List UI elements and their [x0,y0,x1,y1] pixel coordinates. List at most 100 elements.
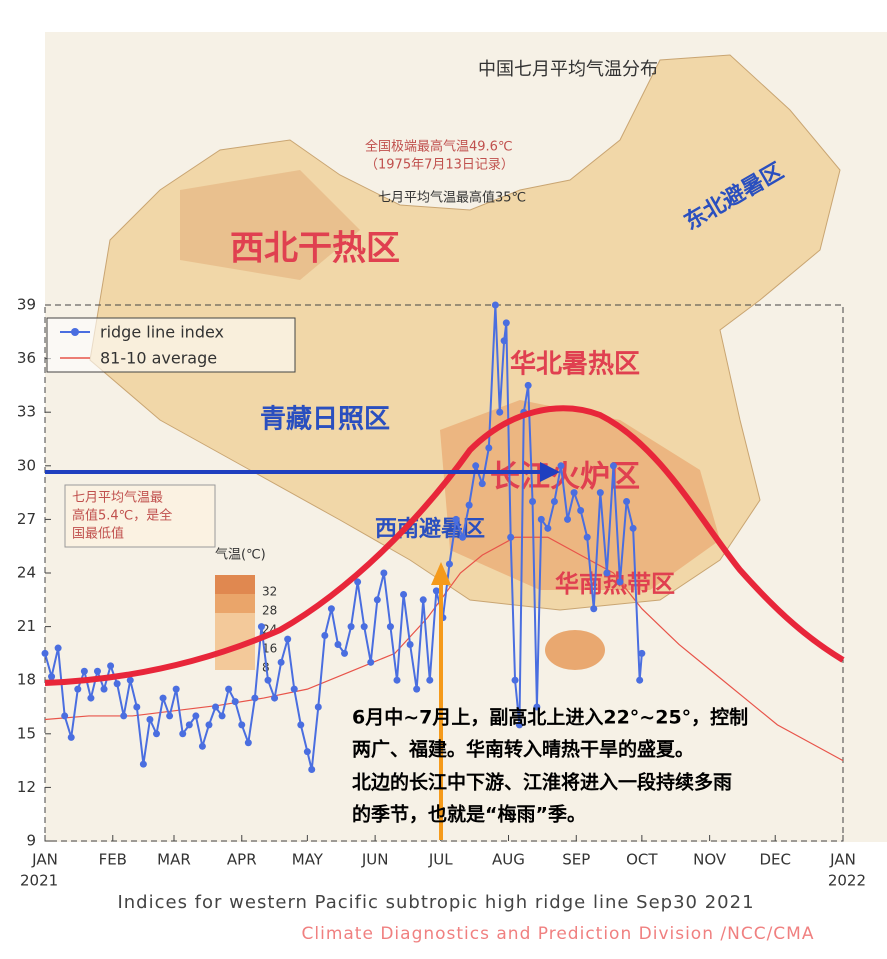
temp-legend [215,575,255,594]
data-point [146,716,154,724]
map-note: 七月平均气温最 [72,490,163,506]
data-point [334,640,342,648]
data-point [113,680,121,688]
y-tick-label: 36 [17,349,36,367]
x-tick-label: NOV [693,851,727,869]
map-note: （1975年7月13日记录） [365,158,514,173]
data-point [502,319,510,327]
y-tick-label: 33 [17,403,36,421]
data-point [271,694,279,702]
data-point [192,712,200,720]
annotation: 的季节，也就是“梅雨”季。 [352,803,586,826]
data-point [61,712,69,720]
y-tick-label: 9 [26,832,36,850]
y-tick-label: 30 [17,456,36,474]
data-point [360,623,368,631]
x-tick-label: JAN [829,851,856,869]
x-year-label: 2022 [828,872,866,890]
data-point [507,533,515,541]
data-point [284,635,292,643]
data-point [251,694,259,702]
arrow-head [540,462,560,482]
data-point [218,712,226,720]
data-point [590,605,598,613]
annotation: 6月中~7月上，副高北上进入22°~25°，控制 [352,706,748,729]
data-point [54,644,62,652]
island [545,630,605,670]
y-tick-label: 18 [17,671,36,689]
y-tick-label: 15 [17,724,36,742]
map-note: 七月平均气温最高值35℃ [378,190,526,206]
data-point [205,721,213,729]
data-point [524,381,532,389]
data-point [577,506,585,514]
data-point [426,676,434,684]
temp-legend-label: 32 [262,585,277,599]
data-point [100,685,108,693]
data-point [290,685,298,693]
data-point [198,742,206,750]
map-note: 高值5.4℃，是全 [72,508,172,524]
data-point [623,498,631,506]
data-point [596,489,604,497]
data-point [354,578,362,586]
data-point [321,632,329,640]
region-label: 青藏日照区 [260,405,390,435]
x-tick-label: OCT [626,851,658,869]
y-tick-label: 27 [17,510,36,528]
data-point [87,694,95,702]
y-tick-label: 12 [17,778,36,796]
data-point [445,560,453,568]
note-box [64,484,216,548]
data-point [341,649,349,657]
data-point [264,676,272,684]
legend-label: 81-10 average [100,349,217,368]
data-point [179,730,187,738]
chart-subtitle: Climate Diagnostics and Prediction Divis… [302,924,815,944]
data-point [185,721,193,729]
data-point [297,721,305,729]
x-tick-label: SEP [562,851,590,869]
data-point [636,676,644,684]
y-tick-label: 39 [17,296,36,314]
temp-legend-title: 气温(℃) [215,547,266,563]
data-point [373,596,381,604]
region-label: 西南避暑区 [375,516,485,542]
data-point [380,569,388,577]
chart-title: Indices for western Pacific subtropic hi… [117,892,754,913]
data-point [80,667,88,675]
data-point [225,685,233,693]
data-point [303,748,311,756]
data-point [74,685,82,693]
data-point [459,533,467,541]
x-tick-label: MAR [157,851,191,869]
annotation: 两广、福建。华南转入晴热干旱的盛夏。 [352,738,694,761]
hot-zone [180,170,360,280]
map-note: 全国极端最高气温49.6℃ [365,139,513,155]
data-point [638,649,646,657]
data-point [570,489,578,497]
data-point [496,408,504,416]
data-point [212,703,220,711]
x-tick-label: AUG [492,851,525,869]
data-point [557,462,565,470]
y-tick-label: 21 [17,617,36,635]
data-point [393,676,401,684]
region-label: 长江火炉区 [490,460,640,495]
data-point [244,739,252,747]
data-point [465,501,473,509]
data-point [472,462,480,470]
x-tick-label: APR [227,851,257,869]
map-note: 国最低值 [72,526,124,542]
x-tick-label: MAY [292,851,324,869]
data-point [515,721,523,729]
data-point [277,658,285,666]
data-point [93,667,101,675]
data-point [603,569,611,577]
region-label: 华北暑热区 [510,349,640,380]
arrow-head [431,562,451,585]
data-point [511,676,519,684]
data-point [609,462,617,470]
map-title: 中国七月平均气温分布 [478,59,658,80]
data-point [491,301,499,309]
